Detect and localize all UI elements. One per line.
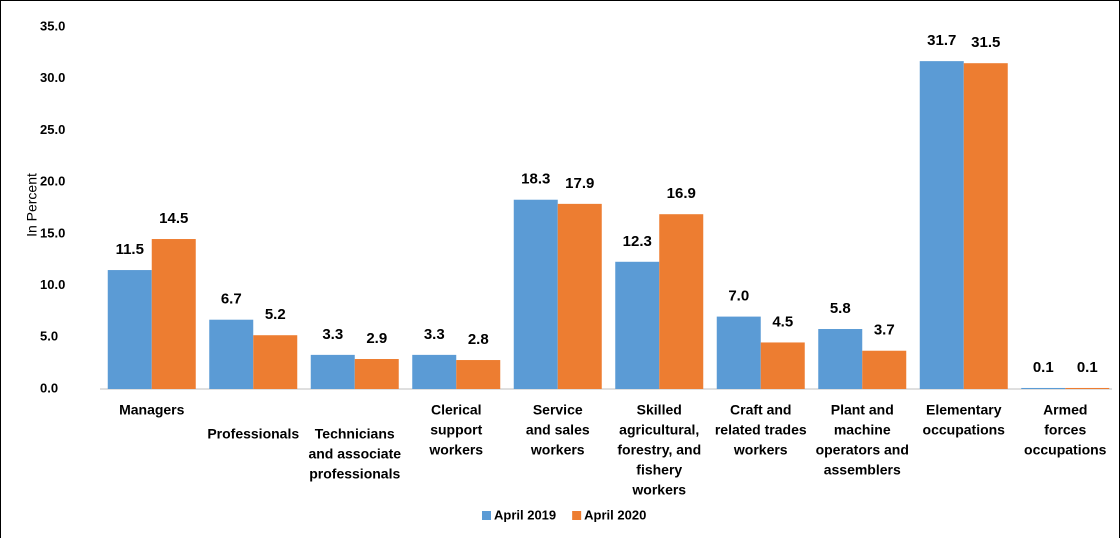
x-tick-label: Skilled — [637, 402, 682, 418]
bar — [557, 203, 602, 389]
x-tick-label: support — [430, 422, 482, 438]
y-tick-label: 30.0 — [40, 70, 65, 85]
data-label: 14.5 — [159, 210, 188, 227]
bar — [107, 270, 152, 389]
y-tick-label: 35.0 — [40, 18, 65, 33]
x-tick-label: assemblers — [824, 462, 901, 478]
data-label: 3.7 — [874, 322, 895, 339]
bar — [310, 354, 355, 389]
data-label: 16.9 — [667, 185, 696, 202]
bar — [1065, 387, 1110, 389]
x-tick-label: Technicians — [315, 426, 395, 442]
data-label: 6.7 — [221, 291, 242, 308]
x-tick-label: Service — [533, 402, 583, 418]
y-axis-title: In Percent — [24, 173, 40, 237]
data-label: 12.3 — [623, 233, 652, 250]
bar — [209, 319, 254, 389]
bar — [760, 342, 805, 389]
bar — [456, 360, 501, 389]
x-tick-label: forces — [1044, 422, 1086, 438]
bar — [615, 261, 660, 389]
data-label: 2.8 — [468, 331, 489, 348]
x-tick-label: related trades — [715, 422, 807, 438]
data-label: 4.5 — [772, 313, 793, 330]
data-label: 31.5 — [971, 34, 1000, 51]
bar — [354, 359, 399, 389]
x-tick-label: Elementary — [926, 402, 1002, 418]
y-tick-label: 0.0 — [40, 380, 58, 395]
data-label: 17.9 — [565, 175, 594, 192]
y-tick-label: 5.0 — [40, 329, 58, 344]
bar — [716, 316, 761, 389]
data-label: 5.8 — [830, 300, 851, 317]
x-tick-label: machine — [834, 422, 891, 438]
x-tick-label: and associate — [308, 446, 401, 462]
legend-label: April 2020 — [584, 507, 646, 522]
data-label: 5.2 — [265, 306, 286, 323]
x-tick-label: and sales — [526, 422, 590, 438]
bar — [919, 61, 964, 389]
legend-label: April 2019 — [494, 507, 556, 522]
x-tick-label: workers — [530, 442, 585, 458]
x-tick-label: Managers — [119, 402, 185, 418]
x-tick-label: occupations — [1024, 442, 1107, 458]
bar — [412, 354, 457, 389]
legend-swatch — [482, 511, 491, 520]
x-tick-label: workers — [428, 442, 483, 458]
bar — [818, 329, 863, 389]
data-label: 3.3 — [424, 326, 445, 343]
data-label: 31.7 — [927, 32, 956, 49]
data-label: 18.3 — [521, 171, 550, 188]
x-tick-label: fishery — [636, 462, 682, 478]
data-label: 2.9 — [366, 330, 387, 347]
bar — [513, 199, 558, 389]
bar — [151, 239, 196, 389]
bar — [1021, 387, 1066, 389]
x-tick-label: Professionals — [207, 426, 299, 442]
data-label: 0.1 — [1033, 359, 1054, 376]
y-tick-label: 25.0 — [40, 122, 65, 137]
bar — [659, 214, 704, 389]
bar — [862, 350, 907, 389]
x-tick-label: workers — [631, 482, 686, 498]
x-tick-label: Armed — [1043, 402, 1087, 418]
data-label: 11.5 — [116, 241, 144, 258]
x-tick-label: operators and — [816, 442, 909, 458]
data-label: 0.1 — [1077, 359, 1098, 376]
bar — [963, 63, 1008, 389]
x-tick-label: Craft and — [730, 402, 791, 418]
y-tick-label: 20.0 — [40, 174, 65, 189]
x-tick-label: Clerical — [431, 402, 482, 418]
x-tick-label: Plant and — [831, 402, 894, 418]
data-label: 3.3 — [322, 326, 343, 343]
data-label: 7.0 — [728, 288, 749, 305]
x-tick-label: forestry, and — [617, 442, 701, 458]
x-tick-label: professionals — [309, 466, 400, 482]
x-tick-label: agricultural, — [619, 422, 699, 438]
legend-swatch — [572, 511, 582, 520]
x-tick-label: occupations — [923, 422, 1006, 438]
y-tick-label: 15.0 — [40, 225, 65, 240]
x-tick-label: workers — [733, 442, 788, 458]
y-tick-label: 10.0 — [40, 277, 65, 292]
bar — [253, 335, 298, 389]
